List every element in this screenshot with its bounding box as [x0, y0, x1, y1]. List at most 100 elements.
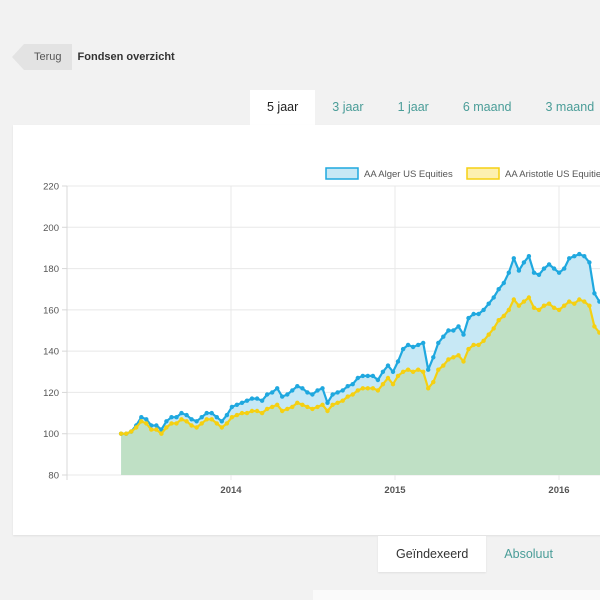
data-point-aristotle [395, 373, 401, 379]
data-point-aristotle [249, 408, 255, 414]
legend-swatch [325, 167, 359, 180]
data-point-aristotle [546, 301, 552, 306]
data-point-aristotle [441, 363, 446, 368]
data-point-aristotle [597, 330, 600, 335]
tab-6-maand[interactable]: 6 maand [462, 100, 512, 114]
series-alger-line [121, 253, 600, 435]
data-point-alger [461, 332, 466, 337]
tab-3-jaar[interactable]: 3 jaar [332, 100, 364, 114]
data-point-aristotle [330, 402, 335, 407]
data-point-aristotle [325, 408, 330, 414]
y-tick-label: 120 [43, 388, 59, 399]
data-point-alger [431, 355, 436, 360]
tab-1-jaar[interactable]: 1 jaar [397, 100, 429, 114]
data-point-aristotle [562, 303, 567, 308]
data-point-alger [179, 410, 184, 416]
data-point-alger [209, 410, 214, 416]
x-tick-label: 2015 [384, 485, 406, 496]
data-point-alger [597, 299, 600, 304]
data-point-aristotle [587, 303, 592, 308]
data-point-aristotle [300, 402, 305, 407]
data-point-aristotle [426, 386, 431, 391]
data-point-aristotle [496, 318, 501, 323]
data-point-alger [345, 384, 350, 389]
back-button[interactable]: Terug [12, 44, 72, 70]
data-point-alger [259, 398, 265, 403]
data-point-aristotle [582, 299, 587, 304]
data-point-aristotle [516, 303, 522, 308]
data-point-aristotle [456, 353, 461, 358]
breadcrumb: Terug Fondsen overzicht [12, 44, 175, 70]
tab-absoluut[interactable]: Absoluut [504, 547, 553, 561]
data-point-alger [572, 254, 577, 259]
data-point-aristotle [280, 408, 285, 414]
data-point-alger [144, 417, 149, 422]
data-point-aristotle [264, 406, 270, 412]
data-point-aristotle [506, 307, 511, 313]
data-point-alger [285, 392, 290, 397]
data-point-aristotle [350, 392, 355, 397]
data-point-alger [315, 388, 320, 393]
tab-3-maand[interactable]: 3 maand [545, 100, 595, 114]
data-point-alger [219, 419, 224, 424]
legend-label: AA Alger US Equities [364, 169, 453, 180]
data-point-aristotle [551, 305, 557, 310]
data-point-alger [486, 301, 491, 306]
data-point-aristotle [159, 431, 164, 436]
data-point-alger [320, 386, 325, 391]
data-point-alger [305, 390, 310, 395]
data-point-alger [567, 256, 572, 261]
data-point-aristotle [179, 417, 184, 422]
data-point-aristotle [370, 386, 376, 391]
period-tabs: 5 jaar 3 jaar 1 jaar 6 maand 3 maand [250, 90, 600, 125]
data-point-alger [199, 415, 204, 420]
y-tick-label: 160 [43, 305, 59, 316]
data-point-aristotle [491, 326, 496, 331]
y-tick-label: 180 [43, 264, 59, 275]
data-point-aristotle [224, 421, 230, 426]
data-point-aristotle [521, 299, 527, 304]
legend-swatch [466, 167, 500, 180]
data-point-alger [310, 392, 315, 397]
data-point-alger [441, 334, 446, 339]
data-point-aristotle [174, 421, 179, 426]
data-point-alger [360, 373, 365, 379]
data-point-alger [456, 324, 461, 329]
data-point-aristotle [285, 406, 290, 412]
data-point-aristotle [124, 431, 129, 436]
data-point-aristotle [345, 394, 350, 399]
data-point-alger [491, 295, 496, 300]
data-point-alger [471, 311, 476, 317]
data-point-alger [390, 369, 396, 374]
data-point-alger [451, 328, 456, 333]
data-point-aristotle [541, 303, 547, 308]
data-point-alger [244, 398, 250, 403]
data-point-aristotle [194, 425, 199, 430]
data-point-alger [551, 266, 557, 271]
data-point-alger [395, 359, 401, 364]
data-point-aristotle [385, 375, 391, 381]
data-point-alger [174, 415, 179, 420]
data-point-alger [531, 270, 537, 275]
y-tick-label: 80 [48, 471, 59, 482]
data-point-alger [556, 270, 562, 275]
data-point-alger [264, 392, 270, 397]
data-point-alger [526, 254, 532, 259]
data-point-aristotle [275, 402, 280, 407]
tab-5-jaar[interactable]: 5 jaar [250, 90, 316, 125]
data-point-alger [501, 280, 506, 286]
data-point-alger [169, 415, 174, 420]
mode-tabs: Geïndexeerd Absoluut [378, 536, 571, 572]
data-point-alger [189, 417, 194, 422]
data-point-alger [577, 251, 582, 257]
data-point-alger [184, 412, 189, 418]
data-point-aristotle [431, 379, 436, 385]
data-point-aristotle [531, 305, 537, 310]
data-point-aristotle [380, 382, 386, 387]
data-point-aristotle [144, 421, 149, 426]
data-point-aristotle [204, 417, 209, 422]
tab-geindexeerd[interactable]: Geïndexeerd [378, 536, 487, 572]
data-point-alger [224, 412, 230, 418]
data-point-alger [234, 402, 240, 407]
data-point-aristotle [129, 429, 134, 434]
